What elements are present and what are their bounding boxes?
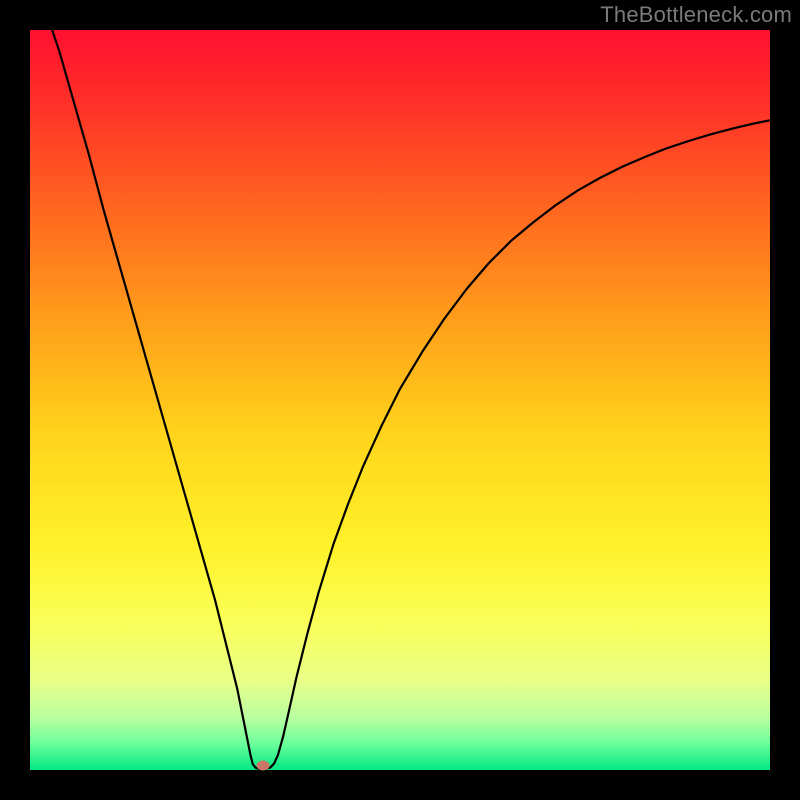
watermark-text: TheBottleneck.com bbox=[600, 2, 792, 28]
minimum-marker bbox=[257, 761, 270, 771]
bottleneck-chart: TheBottleneck.com bbox=[0, 0, 800, 800]
chart-canvas bbox=[0, 0, 800, 800]
plot-background bbox=[30, 30, 770, 770]
